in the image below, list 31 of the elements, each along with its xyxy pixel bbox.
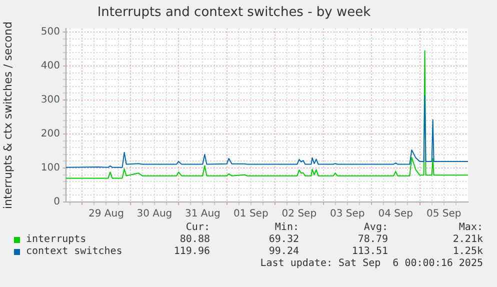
text: 1.25k bbox=[452, 246, 483, 257]
text: Last update: Sat Sep 6 00:00:16 2025 bbox=[260, 258, 483, 269]
x-tick-label: 31 Aug bbox=[184, 208, 220, 220]
text: 78.79 bbox=[358, 234, 388, 245]
y-tick-label: 400 bbox=[40, 60, 60, 72]
x-tick-label: 02 Sep bbox=[282, 208, 317, 220]
x-tick-label: 04 Sep bbox=[378, 208, 414, 220]
text: 80.88 bbox=[180, 234, 210, 245]
y-tick-label: 0 bbox=[54, 196, 60, 208]
legend-label: interrupts bbox=[26, 234, 86, 245]
text: Min: bbox=[274, 222, 299, 233]
y-tick-label: 300 bbox=[40, 94, 60, 106]
text: Max: bbox=[458, 222, 483, 233]
text: 113.51 bbox=[352, 246, 388, 257]
x-tick-label: 29 Aug bbox=[88, 208, 124, 220]
y-tick-label: 100 bbox=[40, 162, 60, 174]
text: 119.96 bbox=[174, 246, 210, 257]
x-tick-label: 30 Aug bbox=[136, 208, 172, 220]
y-tick-label: 500 bbox=[40, 26, 60, 38]
x-tick-label: 05 Sep bbox=[426, 208, 462, 220]
x-tick-label: 01 Sep bbox=[234, 208, 268, 220]
y-axis-title: interrupts & ctx switches / second bbox=[1, 22, 14, 210]
text: Avg: bbox=[364, 222, 388, 233]
legend-label: context switches bbox=[26, 246, 122, 257]
y-tick-label: 200 bbox=[40, 128, 60, 140]
text: 2.21k bbox=[452, 234, 483, 245]
text: 69.32 bbox=[268, 234, 299, 245]
chart-title: Interrupts and context switches - by week bbox=[97, 5, 372, 20]
text: 99.24 bbox=[268, 246, 299, 257]
x-tick-label: 03 Sep bbox=[330, 208, 365, 220]
text: Cur: bbox=[186, 222, 210, 233]
